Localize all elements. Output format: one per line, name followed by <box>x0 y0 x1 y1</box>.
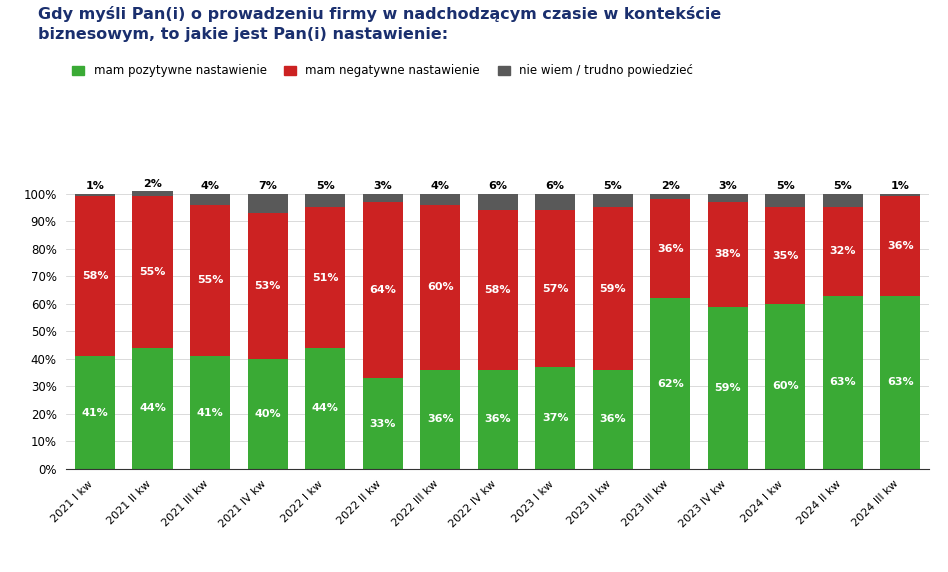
Text: 1%: 1% <box>891 181 910 192</box>
Bar <box>478 370 518 469</box>
Bar <box>478 210 518 370</box>
Legend: mam pozytywne nastawienie, mam negatywne nastawienie, nie wiem / trudno powiedzi: mam pozytywne nastawienie, mam negatywne… <box>72 65 693 77</box>
Bar <box>75 356 116 469</box>
Text: 36%: 36% <box>657 244 684 254</box>
Text: 53%: 53% <box>254 281 281 291</box>
Bar <box>880 194 921 196</box>
Text: 57%: 57% <box>542 284 569 293</box>
Bar <box>305 348 345 469</box>
Bar <box>650 298 690 469</box>
Text: 7%: 7% <box>258 181 277 192</box>
Bar <box>190 356 230 469</box>
Bar <box>650 199 690 298</box>
Bar <box>133 348 173 469</box>
Bar <box>420 370 461 469</box>
Text: 64%: 64% <box>369 285 396 295</box>
Text: 51%: 51% <box>312 273 338 283</box>
Text: 41%: 41% <box>197 408 224 418</box>
Text: 63%: 63% <box>887 378 914 387</box>
Bar <box>765 304 806 469</box>
Bar <box>478 194 518 210</box>
Text: 1%: 1% <box>85 181 104 192</box>
Text: 5%: 5% <box>833 181 852 192</box>
Text: 36%: 36% <box>599 415 626 424</box>
Bar <box>190 194 230 205</box>
Bar <box>190 205 230 356</box>
Text: 5%: 5% <box>603 181 622 192</box>
Text: 36%: 36% <box>484 415 511 424</box>
Bar <box>362 202 403 378</box>
Text: 2%: 2% <box>661 181 680 192</box>
Text: 59%: 59% <box>599 284 626 293</box>
Bar <box>420 205 461 370</box>
Text: 6%: 6% <box>546 181 565 192</box>
Text: 44%: 44% <box>312 403 338 414</box>
Bar <box>592 194 633 208</box>
Bar <box>592 208 633 370</box>
Bar <box>133 196 173 348</box>
Bar <box>765 208 806 304</box>
Bar <box>880 196 921 296</box>
Bar <box>362 378 403 469</box>
Bar <box>535 367 575 469</box>
Text: 37%: 37% <box>542 413 569 423</box>
Bar <box>823 194 863 208</box>
Text: 3%: 3% <box>719 181 738 192</box>
Bar <box>535 210 575 367</box>
Text: Gdy myśli Pan(i) o prowadzeniu firmy w nadchodzącym czasie w kontekście
biznesow: Gdy myśli Pan(i) o prowadzeniu firmy w n… <box>38 6 721 42</box>
Bar <box>823 208 863 296</box>
Bar <box>707 202 748 307</box>
Text: 58%: 58% <box>82 271 108 281</box>
Text: 32%: 32% <box>830 247 856 256</box>
Text: 3%: 3% <box>374 181 392 192</box>
Text: 59%: 59% <box>715 383 741 393</box>
Bar <box>362 194 403 202</box>
Text: 44%: 44% <box>139 403 166 414</box>
Text: 60%: 60% <box>427 282 453 292</box>
Text: 38%: 38% <box>715 249 741 259</box>
Text: 58%: 58% <box>484 285 511 295</box>
Text: 55%: 55% <box>197 275 224 285</box>
Text: 63%: 63% <box>830 378 856 387</box>
Text: 36%: 36% <box>427 415 453 424</box>
Text: 6%: 6% <box>488 181 507 192</box>
Text: 4%: 4% <box>430 181 449 192</box>
Text: 36%: 36% <box>887 241 914 251</box>
Bar <box>823 296 863 469</box>
Text: 62%: 62% <box>657 379 684 388</box>
Text: 35%: 35% <box>772 251 798 261</box>
Text: 40%: 40% <box>254 409 281 419</box>
Bar <box>75 194 116 196</box>
Text: 5%: 5% <box>316 181 335 192</box>
Bar <box>592 370 633 469</box>
Bar <box>420 194 461 205</box>
Text: 55%: 55% <box>139 267 166 277</box>
Bar <box>247 359 288 469</box>
Text: 5%: 5% <box>775 181 794 192</box>
Bar <box>707 194 748 202</box>
Bar <box>650 194 690 199</box>
Bar <box>133 191 173 196</box>
Bar <box>535 194 575 210</box>
Bar <box>765 194 806 208</box>
Bar <box>247 213 288 359</box>
Bar <box>305 208 345 348</box>
Bar <box>75 196 116 356</box>
Bar <box>305 194 345 208</box>
Text: 4%: 4% <box>201 181 220 192</box>
Bar <box>880 296 921 469</box>
Bar <box>247 194 288 213</box>
Text: 2%: 2% <box>143 178 162 189</box>
Bar <box>707 307 748 469</box>
Text: 33%: 33% <box>370 419 396 428</box>
Text: 41%: 41% <box>82 408 108 418</box>
Text: 60%: 60% <box>772 382 798 391</box>
